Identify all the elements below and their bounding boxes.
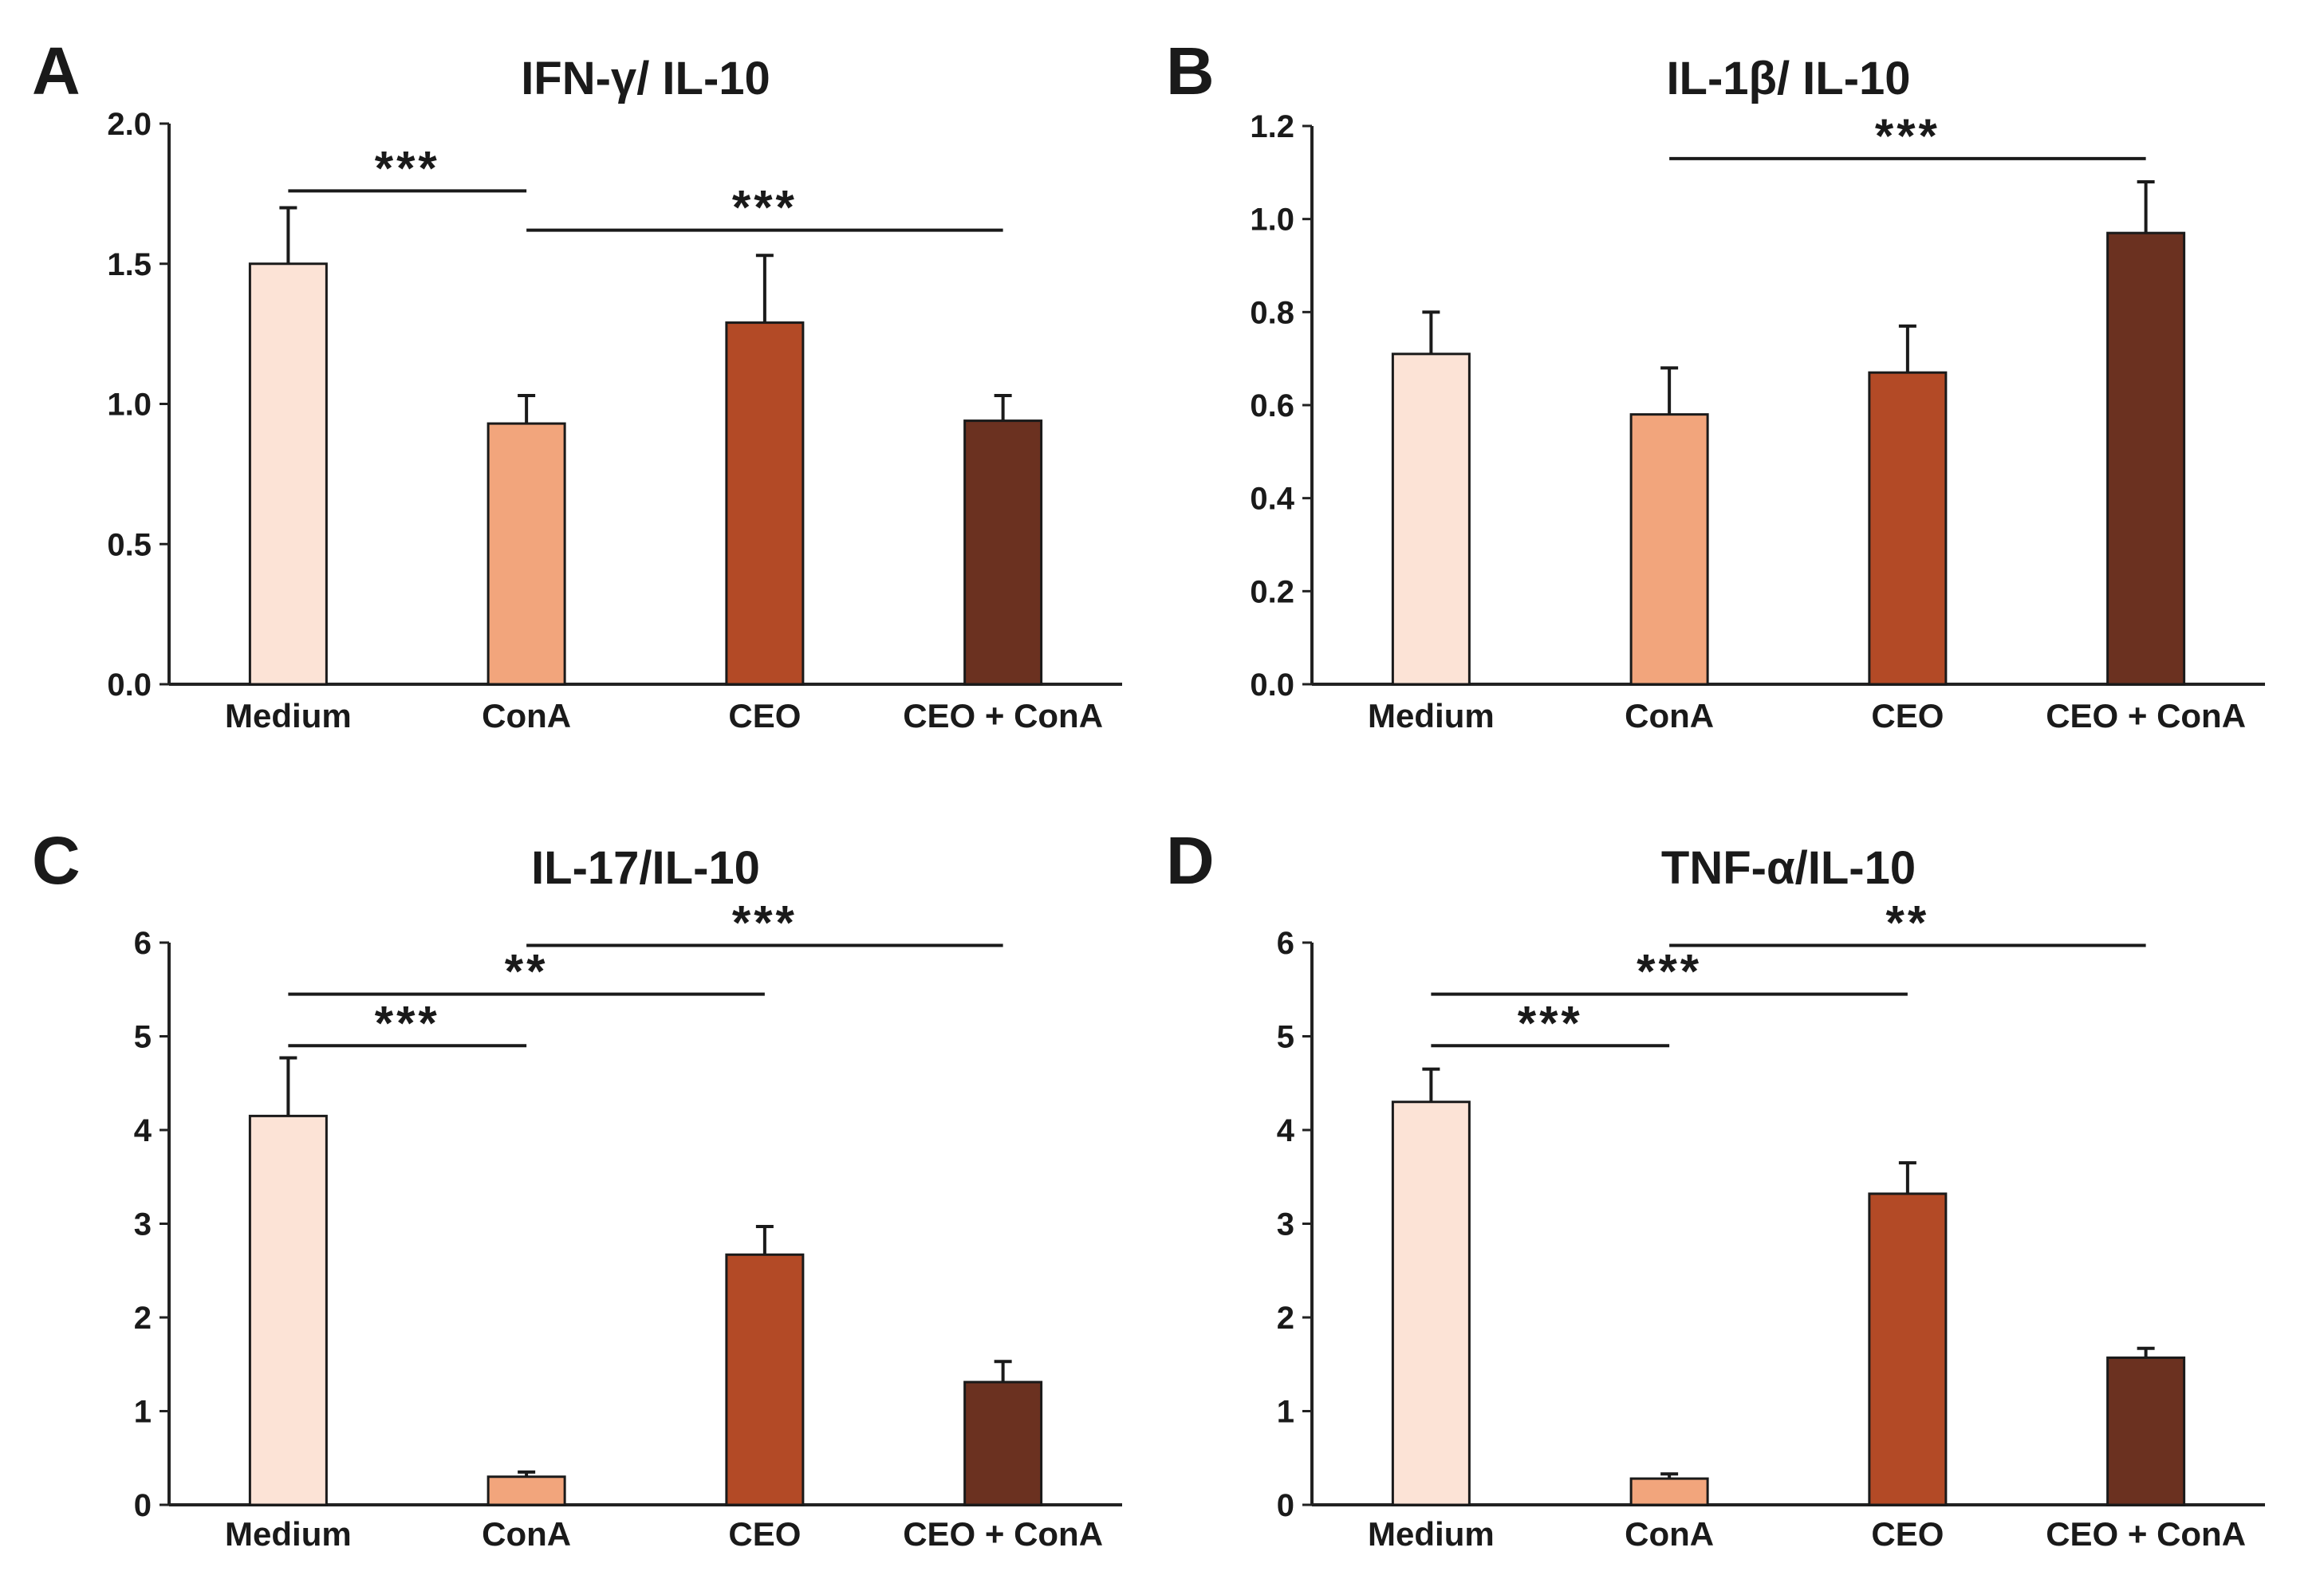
bar: [2106, 1357, 2186, 1506]
panel-d: D TNF-α/IL-10 0 1 2 3 4 5 6 Medium ConA CEO CEO + Co…: [1166, 823, 2265, 1553]
significance-label: ***: [732, 181, 798, 234]
bar: [248, 262, 328, 686]
category-label: CEO: [1871, 1515, 1944, 1553]
y-tick-label: 5: [134, 1020, 152, 1055]
y-tick-label: 2: [1277, 1301, 1294, 1336]
panel-letter: B: [1166, 33, 1215, 108]
y-tick-label: 0: [1277, 1488, 1294, 1523]
category-label: CEO: [728, 1515, 801, 1553]
bar: [1868, 371, 1948, 686]
y-tick-label: 2.0: [107, 107, 152, 142]
significance-label: ***: [1875, 109, 1940, 163]
bar: [1391, 1101, 1471, 1506]
bar: [1629, 1477, 1709, 1506]
panel-c: C IL-17/IL-10 0 1 2 3 4 5 6 Medium ConA CEO CEO + Co…: [32, 823, 1122, 1553]
category-label: ConA: [482, 1515, 571, 1553]
panel-b: B IL-1β/ IL-10 0.0 0.2 0.4 0.6 0.8 1.0 1.2 Medium…: [1166, 33, 2265, 734]
bar: [963, 1380, 1043, 1506]
category-label: Medium: [1368, 1515, 1495, 1553]
bar: [725, 1253, 805, 1506]
bar: [248, 1114, 328, 1506]
y-tick-label: 0.6: [1250, 388, 1294, 423]
bar: [963, 419, 1043, 686]
y-tick-label: 1: [134, 1395, 152, 1430]
significance-label: ***: [1637, 945, 1702, 998]
chart-title: TNF-α/IL-10: [1661, 842, 1916, 894]
bar: [725, 321, 805, 686]
significance-label: ***: [375, 996, 440, 1049]
bar: [1868, 1192, 1948, 1506]
y-tick-label: 1: [1277, 1395, 1294, 1430]
chart-title: IFN-γ/ IL-10: [521, 53, 770, 104]
bar: [1629, 413, 1709, 686]
category-label: Medium: [1368, 697, 1495, 734]
y-tick-label: 0.8: [1250, 295, 1294, 330]
significance-label: ***: [1518, 996, 1583, 1049]
category-label: CEO + ConA: [2046, 697, 2246, 734]
y-tick-label: 0.2: [1250, 574, 1294, 609]
category-label: CEO + ConA: [903, 697, 1103, 734]
category-label: Medium: [225, 697, 352, 734]
y-tick-label: 3: [1277, 1207, 1294, 1242]
significance-label: **: [505, 945, 549, 998]
y-tick-label: 6: [1277, 926, 1294, 961]
category-label: CEO: [728, 697, 801, 734]
y-tick-label: 1.5: [107, 247, 152, 282]
y-tick-label: 0: [134, 1488, 152, 1523]
category-label: ConA: [1625, 697, 1714, 734]
y-tick-label: 4: [1277, 1113, 1295, 1148]
panel-a: A IFN-γ/ IL-10 0.0 0.5 1.0 1.5 2.0 Medium ConA CE…: [32, 33, 1122, 734]
chart-title: IL-1β/ IL-10: [1666, 53, 1910, 104]
y-tick-label: 5: [1277, 1020, 1294, 1055]
significance-label: ***: [375, 141, 440, 195]
y-tick-label: 3: [134, 1207, 152, 1242]
bar: [486, 422, 566, 686]
panel-letter: C: [32, 823, 81, 898]
y-tick-label: 2: [134, 1301, 152, 1336]
significance-label: **: [1886, 896, 1930, 950]
category-label: CEO: [1871, 697, 1944, 734]
bar: [1391, 352, 1471, 686]
y-tick-label: 1.0: [107, 388, 152, 423]
y-tick-label: 1.2: [1250, 109, 1294, 144]
y-tick-label: 6: [134, 926, 152, 961]
category-label: Medium: [225, 1515, 352, 1553]
panel-letter: D: [1166, 823, 1215, 898]
chart-title: IL-17/IL-10: [531, 842, 760, 894]
y-tick-label: 4: [134, 1113, 152, 1148]
category-label: ConA: [1625, 1515, 1714, 1553]
bar: [486, 1475, 566, 1506]
bar: [2106, 231, 2186, 686]
significance-label: ***: [732, 896, 798, 950]
y-tick-label: 1.0: [1250, 203, 1294, 238]
panel-letter: A: [32, 33, 81, 108]
y-tick-label: 0.5: [107, 527, 152, 562]
category-label: CEO + ConA: [2046, 1515, 2246, 1553]
category-label: ConA: [482, 697, 571, 734]
y-tick-label: 0.4: [1250, 482, 1294, 517]
y-tick-label: 0.0: [1250, 667, 1294, 703]
y-tick-label: 0.0: [107, 667, 152, 703]
category-label: CEO + ConA: [903, 1515, 1103, 1553]
